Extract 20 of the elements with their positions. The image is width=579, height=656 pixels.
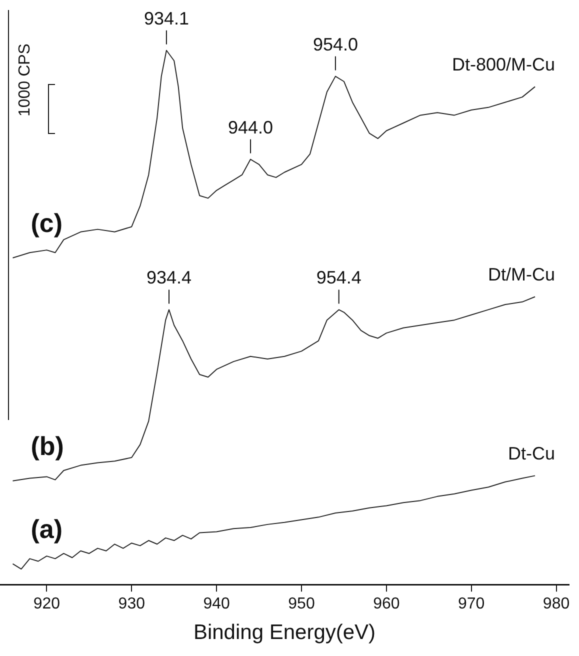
x-tick-label: 930 bbox=[118, 596, 146, 613]
x-tick-label: 980 bbox=[542, 596, 570, 613]
series-label: Dt/M-Cu bbox=[488, 264, 556, 285]
series-label: Dt-Cu bbox=[508, 444, 556, 464]
x-tick-label: 920 bbox=[33, 596, 60, 613]
annotation: (b) bbox=[30, 431, 64, 462]
series-label: Dt-800/M-Cu bbox=[452, 54, 556, 75]
annotation: 944.0 bbox=[228, 117, 274, 138]
x-tick-label: 940 bbox=[203, 596, 230, 613]
annotation: 1000 CPS bbox=[16, 44, 34, 116]
x-tick-label: 970 bbox=[458, 596, 485, 613]
x-tick-label: 960 bbox=[373, 596, 400, 613]
annotation: (a) bbox=[30, 514, 63, 544]
annotation: 934.1 bbox=[144, 8, 189, 28]
annotation: 934.4 bbox=[146, 268, 192, 288]
x-tick-label: 950 bbox=[288, 596, 315, 613]
annotation: (c) bbox=[30, 208, 63, 238]
annotation: 954.4 bbox=[316, 268, 362, 288]
x-axis-title: Binding Energy(eV) bbox=[193, 621, 376, 644]
annotation: 954.0 bbox=[312, 34, 358, 54]
